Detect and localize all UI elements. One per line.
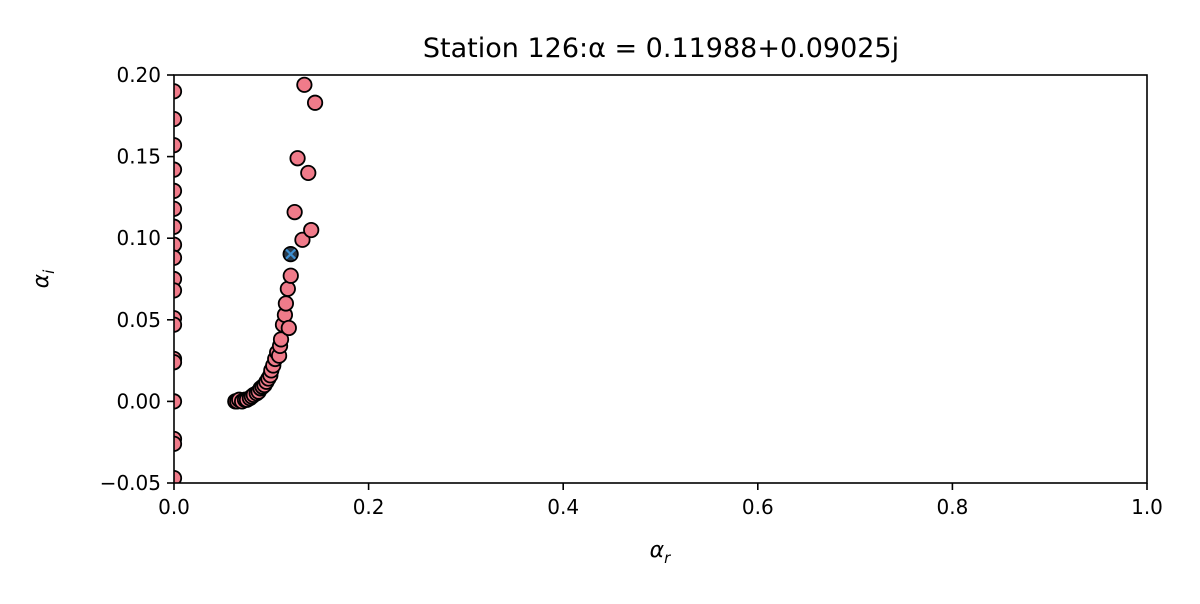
data-point — [306, 94, 324, 111]
y-tick-label: 0.10 — [116, 226, 161, 250]
y-tick-label: 0.05 — [116, 308, 161, 332]
data-point — [296, 76, 313, 93]
y-tick-label: 0.00 — [116, 389, 161, 413]
y-tick-label: 0.15 — [116, 145, 161, 169]
data-point — [303, 221, 320, 239]
data-point — [282, 267, 299, 284]
x-tick-label: 0.8 — [936, 495, 968, 519]
y-axis-label-symbol: α — [29, 273, 54, 288]
x-tick-label: 0.2 — [353, 495, 385, 519]
x-tick-label: 0.4 — [547, 495, 579, 519]
x-axis-label: αr — [650, 538, 672, 567]
y-axis-label: αi — [29, 269, 58, 289]
x-tick-label: 0.6 — [742, 495, 774, 519]
x-axis-label-subscript: r — [664, 549, 671, 567]
chart-title: Station 126:α = 0.11988+0.09025j — [423, 33, 899, 64]
y-axis-label-subscript: i — [40, 269, 58, 274]
data-point — [280, 319, 297, 337]
y-tick-label: −0.05 — [100, 471, 161, 495]
data-point — [289, 150, 306, 167]
data-points — [174, 76, 324, 483]
data-point — [277, 295, 294, 312]
y-tick-label: 0.20 — [116, 63, 161, 87]
x-axis-label-symbol: α — [650, 538, 665, 563]
x-tick-label: 1.0 — [1131, 495, 1163, 519]
y-axis-ticks: −0.05 0.00 0.05 0.10 0.15 0.20 — [100, 63, 174, 495]
x-tick-label: 0.0 — [158, 495, 190, 519]
data-point — [300, 164, 317, 182]
highlight-point — [282, 246, 299, 263]
data-point — [286, 203, 303, 221]
highlight-point-cross — [285, 248, 297, 260]
x-axis-ticks: 0.0 0.2 0.4 0.6 0.8 1.0 — [158, 483, 1163, 519]
data-point — [279, 280, 296, 297]
plot-frame — [173, 74, 1148, 484]
